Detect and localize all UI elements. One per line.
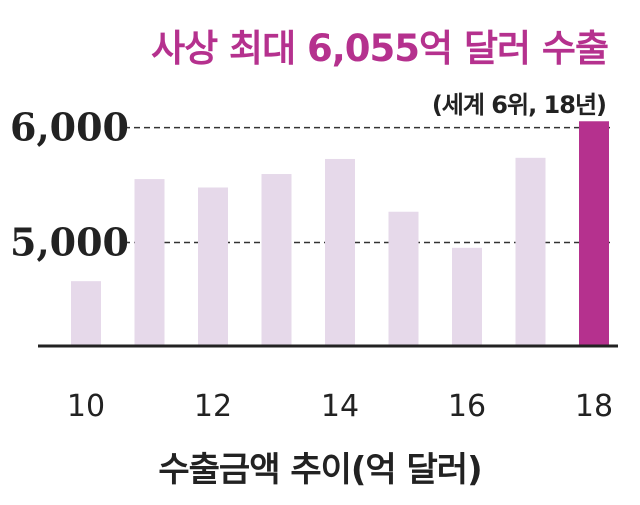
chart-title: 사상 최대 6,055억 달러 수출	[151, 27, 609, 70]
bar-17	[515, 157, 546, 346]
chart-subtitle: (세계 6위, 18년)	[431, 91, 607, 119]
bar-16	[452, 247, 482, 346]
bar-10	[71, 281, 101, 346]
bar-12	[198, 187, 228, 346]
y-tick-label-1: 6,000	[10, 105, 129, 150]
bar-18	[579, 121, 609, 346]
y-tick-label-0: 5,000	[10, 220, 129, 265]
x-tick-label-10: 10	[67, 389, 105, 424]
x-tick-label-16: 16	[448, 389, 486, 424]
bar-14	[325, 158, 355, 346]
x-tick-label-14: 14	[321, 389, 359, 424]
bar-13	[261, 174, 292, 346]
x-axis-caption: 수출금액 추이(억 달러)	[158, 450, 482, 490]
bar-11	[134, 179, 165, 346]
bar-15	[388, 211, 419, 346]
x-tick-label-18: 18	[575, 389, 613, 424]
x-tick-label-12: 12	[194, 389, 232, 424]
